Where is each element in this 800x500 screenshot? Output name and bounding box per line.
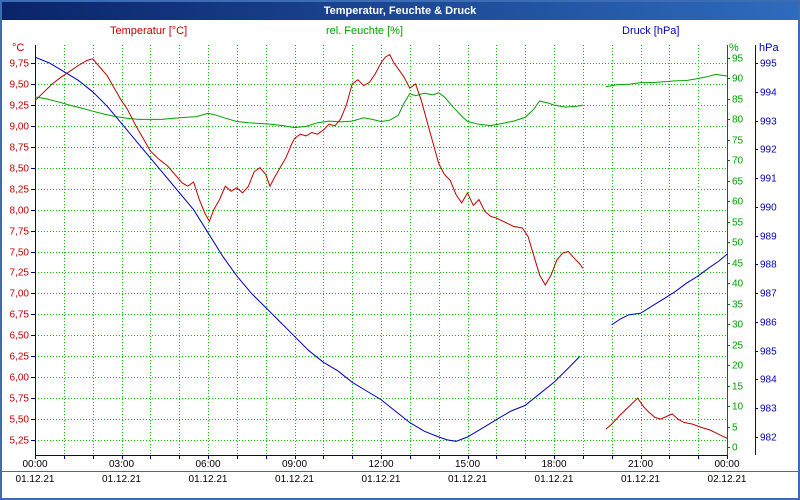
svg-text:7,50: 7,50: [10, 248, 30, 259]
svg-text:8,25: 8,25: [10, 185, 30, 196]
title-bar[interactable]: Temperatur, Feuchte & Druck: [2, 2, 798, 20]
pressure-series: [34, 56, 728, 442]
svg-text:18:00: 18:00: [541, 459, 566, 470]
svg-text:994: 994: [760, 88, 777, 99]
svg-text:25: 25: [732, 341, 744, 352]
svg-text:5,25: 5,25: [10, 436, 30, 447]
chart-canvas: 9,75 9,50 9,25 9,00 8,75 8,50 8,25 8,00 7,75 7,50…: [2, 45, 798, 485]
svg-text:9,00: 9,00: [10, 122, 30, 133]
grid-lines: [35, 45, 727, 455]
svg-text:987: 987: [760, 289, 777, 300]
svg-text:20: 20: [732, 361, 744, 372]
svg-text:01.12.21: 01.12.21: [362, 474, 401, 485]
svg-text:7,00: 7,00: [10, 289, 30, 300]
svg-text:8,00: 8,00: [10, 206, 30, 217]
svg-text:01.12.21: 01.12.21: [189, 474, 228, 485]
svg-text:00:00: 00:00: [22, 459, 47, 470]
temperature-series: [34, 53, 728, 439]
svg-text:01.12.21: 01.12.21: [621, 474, 660, 485]
svg-text:7,75: 7,75: [10, 227, 30, 238]
svg-text:01.12.21: 01.12.21: [16, 474, 55, 485]
svg-text:9,25: 9,25: [10, 101, 30, 112]
svg-text:01.12.21: 01.12.21: [448, 474, 487, 485]
svg-text:983: 983: [760, 404, 777, 415]
svg-text:995: 995: [760, 59, 777, 70]
window-title: Temperatur, Feuchte & Druck: [323, 5, 477, 17]
svg-text:21:00: 21:00: [628, 459, 653, 470]
svg-text:5: 5: [732, 423, 738, 434]
svg-text:6,00: 6,00: [10, 373, 30, 384]
svg-text:9,75: 9,75: [10, 59, 30, 70]
humidity-series: [34, 73, 728, 129]
svg-text:03:00: 03:00: [109, 459, 134, 470]
chart-area: 9,75 9,50 9,25 9,00 8,75 8,50 8,25 8,00 7,75 7,50…: [2, 20, 798, 498]
svg-text:988: 988: [760, 260, 777, 271]
svg-text:06:00: 06:00: [195, 459, 220, 470]
svg-text:45: 45: [732, 259, 744, 270]
svg-text:984: 984: [760, 375, 777, 386]
svg-text:0: 0: [732, 443, 738, 454]
svg-text:12:00: 12:00: [368, 459, 393, 470]
svg-text:40: 40: [732, 279, 744, 290]
svg-text:6,50: 6,50: [10, 331, 30, 342]
temperature-axis: 9,75 9,50 9,25 9,00 8,75 8,50 8,25 8,00 7,75 7,50…: [10, 59, 35, 447]
svg-text:95: 95: [732, 54, 744, 65]
svg-text:15:00: 15:00: [455, 459, 480, 470]
svg-text:993: 993: [760, 117, 777, 128]
svg-text:8,50: 8,50: [10, 164, 30, 175]
svg-text:982: 982: [760, 433, 777, 444]
svg-text:5,75: 5,75: [10, 394, 30, 405]
svg-text:02.12.21: 02.12.21: [708, 474, 747, 485]
svg-text:01.12.21: 01.12.21: [102, 474, 141, 485]
svg-text:85: 85: [732, 95, 744, 106]
svg-text:15: 15: [732, 382, 744, 393]
svg-text:00:00: 00:00: [714, 459, 739, 470]
svg-text:01.12.21: 01.12.21: [275, 474, 314, 485]
svg-text:75: 75: [732, 136, 744, 147]
svg-text:90: 90: [732, 74, 744, 85]
svg-text:5,50: 5,50: [10, 415, 30, 426]
svg-text:01.12.21: 01.12.21: [535, 474, 574, 485]
svg-text:65: 65: [732, 177, 744, 188]
time-axis: 00:00 03:00 06:00 09:00 12:00 15:00 18:00 21:00…: [2, 455, 798, 485]
svg-text:992: 992: [760, 145, 777, 156]
svg-text:55: 55: [732, 218, 744, 229]
svg-text:10: 10: [732, 402, 744, 413]
svg-text:986: 986: [760, 318, 777, 329]
svg-text:8,75: 8,75: [10, 143, 30, 154]
svg-text:7,25: 7,25: [10, 268, 30, 279]
svg-text:990: 990: [760, 203, 777, 214]
svg-text:80: 80: [732, 115, 744, 126]
svg-text:60: 60: [732, 197, 744, 208]
svg-text:35: 35: [732, 300, 744, 311]
svg-text:985: 985: [760, 347, 777, 358]
svg-text:6,75: 6,75: [10, 310, 30, 321]
svg-text:50: 50: [732, 238, 744, 249]
svg-text:6,25: 6,25: [10, 352, 30, 363]
svg-text:989: 989: [760, 232, 777, 243]
svg-text:991: 991: [760, 174, 777, 185]
svg-text:30: 30: [732, 320, 744, 331]
pressure-axis: 995 994 993 992 991 990 989 988 987 986 985 984 983 9…: [755, 59, 777, 444]
svg-text:9,50: 9,50: [10, 80, 30, 91]
svg-text:70: 70: [732, 156, 744, 167]
axes-frame: [35, 45, 756, 456]
svg-text:09:00: 09:00: [282, 459, 307, 470]
